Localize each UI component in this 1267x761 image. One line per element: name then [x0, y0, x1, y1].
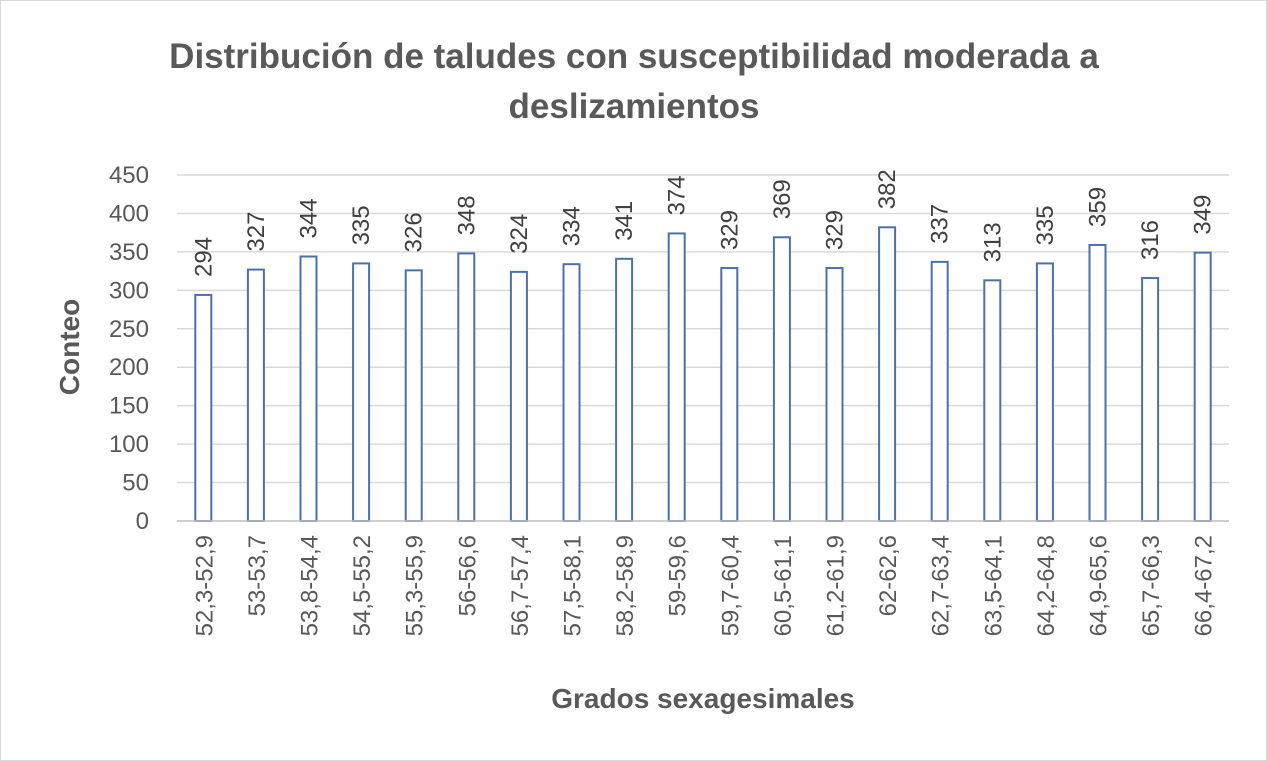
bar — [825, 267, 844, 522]
data-label: 335 — [1032, 205, 1059, 245]
data-label: 294 — [190, 237, 217, 277]
data-label: 337 — [927, 204, 954, 244]
y-axis-title: Conteo — [54, 299, 85, 395]
x-axis-ticks: 52,3-52,9 53-53,7 53,8-54,4 54,5-55,2 55,3-5… — [191, 535, 1217, 636]
y-tick-label: 50 — [122, 470, 149, 497]
data-labels: 294 327 344 335 326 348 324 334 341 374 329 369 329 3… — [190, 169, 1216, 277]
x-tick-label: 61,2-61,9 — [823, 535, 850, 636]
y-tick-label: 350 — [109, 239, 149, 266]
data-label: 369 — [769, 179, 796, 219]
bar — [299, 255, 318, 522]
x-tick-label: 56-56,6 — [454, 535, 481, 616]
x-tick-label: 58,2-58,9 — [612, 535, 639, 636]
data-label: 349 — [1190, 195, 1217, 235]
bar — [667, 232, 686, 523]
bar — [1141, 277, 1160, 522]
data-label: 327 — [243, 212, 270, 252]
x-tick-label: 59,7-60,4 — [717, 535, 744, 636]
data-label: 382 — [874, 169, 901, 209]
chart-title-line-2: deslizamientos — [509, 87, 760, 126]
chart-title-line-1: Distribución de taludes con susceptibili… — [169, 37, 1099, 76]
x-tick-label: 62,7-63,4 — [928, 535, 955, 636]
bar — [509, 270, 528, 522]
x-tick-label: 56,7-57,4 — [507, 535, 534, 636]
bar — [772, 236, 791, 522]
x-tick-label: 60,5-61,1 — [770, 535, 797, 636]
bar — [1088, 243, 1107, 522]
y-tick-label: 100 — [109, 431, 149, 458]
bar — [1035, 262, 1054, 522]
bar — [983, 279, 1002, 522]
bar — [457, 252, 476, 522]
x-tick-label: 52,3-52,9 — [191, 535, 218, 636]
x-tick-label: 62-62,6 — [875, 535, 902, 616]
data-label: 348 — [453, 195, 480, 235]
bars — [194, 226, 1212, 523]
y-tick-label: 250 — [109, 316, 149, 343]
x-tick-label: 55,3-55,9 — [402, 535, 429, 636]
bar — [194, 293, 213, 522]
y-tick-label: 150 — [109, 393, 149, 420]
x-tick-label: 53,8-54,4 — [297, 535, 324, 636]
x-tick-label: 57,5-58,1 — [560, 535, 587, 636]
bar — [352, 262, 371, 522]
y-tick-label: 0 — [136, 508, 149, 535]
bar — [878, 226, 897, 522]
y-tick-label: 450 — [109, 162, 149, 189]
data-label: 324 — [506, 214, 533, 254]
y-axis-ticks: 0 50 100 150 200 250 300 350 400 450 — [109, 162, 149, 535]
data-label: 334 — [559, 206, 586, 246]
bar — [720, 267, 739, 522]
data-label: 341 — [611, 201, 638, 241]
bar — [562, 263, 581, 522]
bar — [930, 260, 949, 522]
y-tick-label: 300 — [109, 277, 149, 304]
x-tick-label: 54,5-55,2 — [349, 535, 376, 636]
data-label: 374 — [664, 175, 691, 215]
data-label: 313 — [979, 222, 1006, 262]
x-tick-label: 65,7-66,3 — [1138, 535, 1165, 636]
bar — [615, 257, 634, 522]
data-label: 329 — [716, 210, 743, 250]
bar — [246, 268, 265, 522]
data-label: 326 — [401, 212, 428, 252]
gridlines — [177, 174, 1229, 484]
x-axis-title: Grados sexagesimales — [551, 683, 855, 714]
data-label: 335 — [348, 205, 375, 245]
bar — [404, 269, 423, 522]
data-label: 344 — [296, 198, 323, 238]
data-label: 359 — [1085, 187, 1112, 227]
bar — [1193, 251, 1212, 522]
y-tick-label: 200 — [109, 354, 149, 381]
data-label: 316 — [1137, 220, 1164, 260]
y-tick-label: 400 — [109, 200, 149, 227]
x-tick-label: 64,9-65,6 — [1086, 535, 1113, 636]
x-tick-label: 66,4-67,2 — [1191, 535, 1218, 636]
x-tick-label: 59-59,6 — [665, 535, 692, 616]
data-label: 329 — [822, 210, 849, 250]
x-tick-label: 64,2-64,8 — [1033, 535, 1060, 636]
x-tick-label: 63,5-64,1 — [980, 535, 1007, 636]
x-tick-label: 53-53,7 — [244, 535, 271, 616]
